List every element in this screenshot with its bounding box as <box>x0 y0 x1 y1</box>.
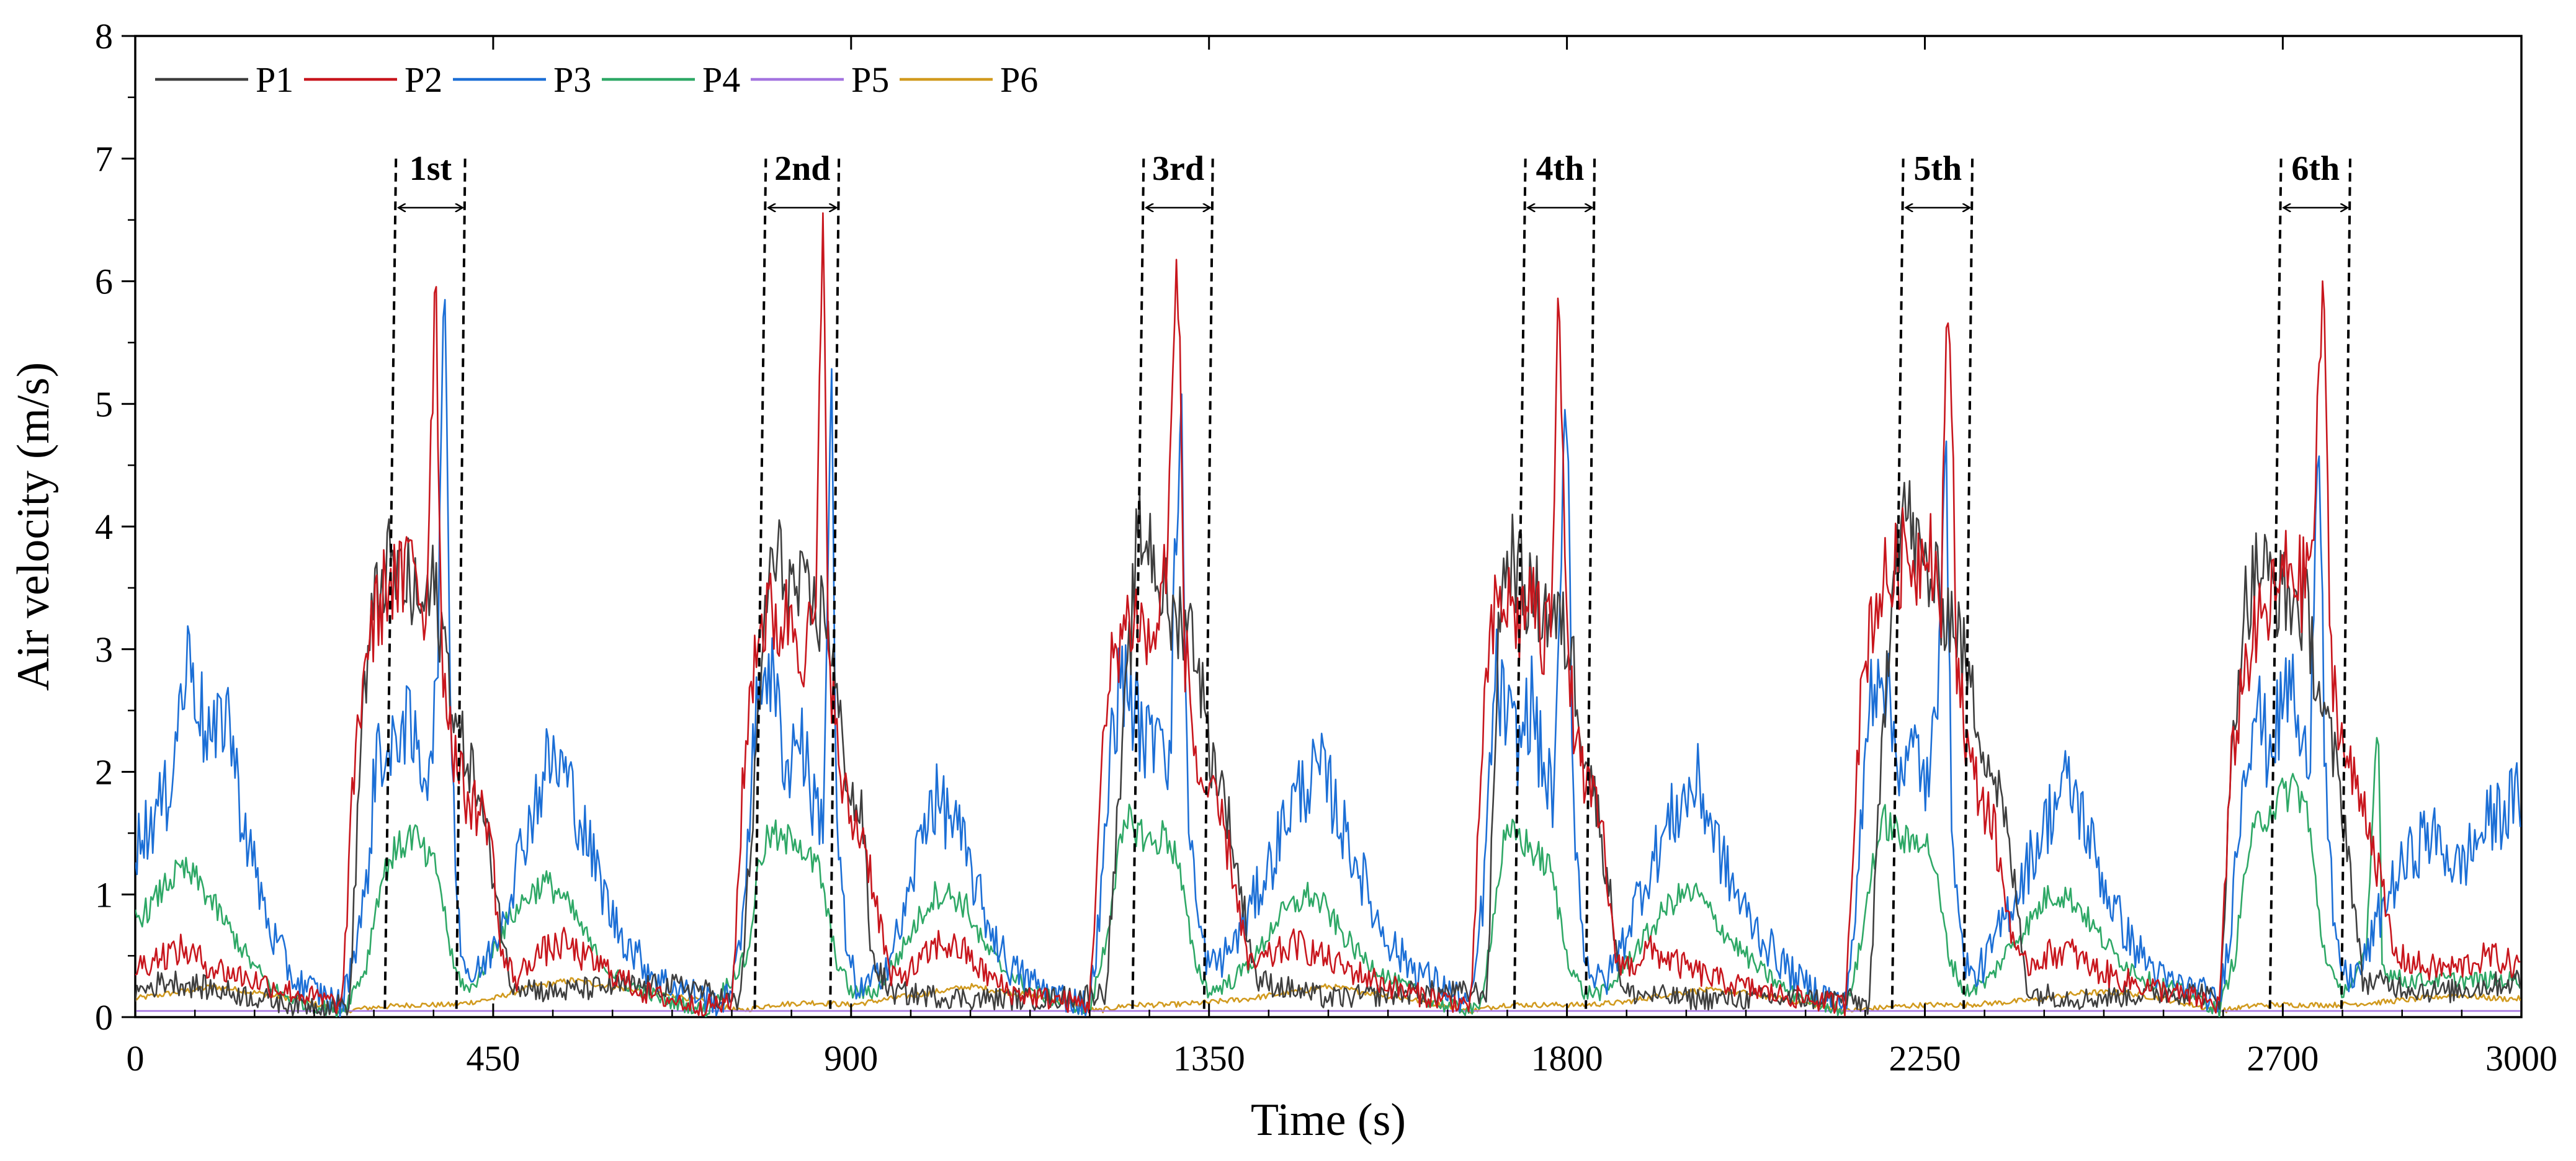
event-window-1st: 1st <box>383 149 467 1014</box>
series-line-p2 <box>135 212 2521 1016</box>
event-label: 2nd <box>774 149 830 188</box>
y-tick-label: 1 <box>95 874 113 915</box>
x-tick-label: 900 <box>824 1038 878 1079</box>
series-line-p3 <box>135 299 2521 1017</box>
series-line-p1 <box>135 480 2521 1016</box>
plot-frame <box>134 35 2523 1018</box>
y-tick-label: 3 <box>95 629 113 670</box>
event-right-boundary <box>455 158 467 1014</box>
event-right-boundary <box>2340 158 2351 1014</box>
legend-item-p5: P5 <box>751 60 889 100</box>
event-right-boundary <box>1202 158 1214 1014</box>
legend-item-p2: P2 <box>304 60 442 100</box>
series-layer <box>135 212 2521 1017</box>
legend-label: P5 <box>851 60 889 100</box>
event-label: 5th <box>1913 149 1962 188</box>
legend-label: P6 <box>1000 60 1038 100</box>
legend-label: P1 <box>256 60 293 100</box>
x-axis-title: Time (s) <box>1251 1095 1406 1145</box>
legend-label: P3 <box>553 60 591 100</box>
x-tick-label: 3000 <box>2485 1038 2557 1079</box>
event-right-boundary <box>1962 158 1974 1014</box>
event-right-boundary <box>1585 158 1596 1014</box>
y-tick-label: 6 <box>95 262 113 302</box>
y-tick-label: 7 <box>95 139 113 179</box>
legend-label: P4 <box>702 60 740 100</box>
y-tick-label: 0 <box>95 997 113 1038</box>
y-tick-label: 4 <box>95 507 113 547</box>
event-label: 6th <box>2291 149 2340 188</box>
x-tick-label: 450 <box>466 1038 520 1079</box>
y-tick-label: 8 <box>95 16 113 56</box>
x-tick-label: 2700 <box>2247 1038 2319 1079</box>
x-tick-label: 1350 <box>1173 1038 1245 1079</box>
event-window-5th: 5th <box>1890 149 1974 1014</box>
event-window-6th: 6th <box>2268 149 2351 1014</box>
legend: P1 P2 P3 P4 P5 P6 <box>155 60 1038 100</box>
y-axis-title: Air velocity (m/s) <box>8 362 59 691</box>
event-label: 1st <box>409 149 452 188</box>
legend-label: P2 <box>405 60 442 100</box>
y-tick-label: 5 <box>95 384 113 424</box>
axes: 0 450 900 1350 1800 2250 2700 3000 0 1 2 3 4 5 6 7 8 <box>95 16 2557 1079</box>
legend-item-p4: P4 <box>602 60 740 100</box>
event-window-2nd: 2nd <box>753 149 841 1014</box>
event-window-4th: 4th <box>1513 149 1596 1014</box>
series-line-p4 <box>135 737 2521 1017</box>
x-tick-label: 2250 <box>1889 1038 1961 1079</box>
event-label: 4th <box>1536 149 1584 188</box>
x-tick-label: 0 <box>127 1038 145 1079</box>
y-tick-label: 2 <box>95 752 113 793</box>
event-window-3rd: 3rd <box>1131 149 1214 1014</box>
legend-item-p6: P6 <box>900 60 1038 100</box>
event-annotations: 1st 2nd 3rd 4th 5th 6th <box>383 149 2351 1014</box>
legend-item-p3: P3 <box>453 60 591 100</box>
legend-item-p1: P1 <box>155 60 293 100</box>
x-tick-label: 1800 <box>1531 1038 1603 1079</box>
event-label: 3rd <box>1152 149 1204 188</box>
